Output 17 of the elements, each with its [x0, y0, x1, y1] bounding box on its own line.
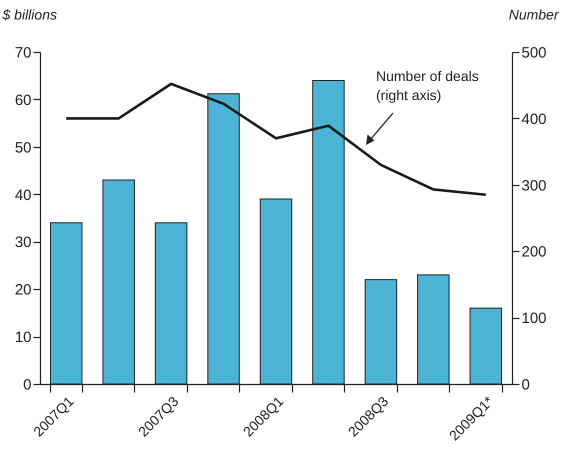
y2-tick-label: 400	[522, 110, 547, 128]
y2-axis-title: Number	[508, 6, 560, 22]
y2-tick-label: 500	[522, 44, 547, 62]
y-tick-label: 50	[14, 139, 32, 156]
y-tick-label: 10	[14, 329, 32, 346]
y2-tick-label: 0	[522, 376, 530, 394]
y-tick-label: 60	[14, 92, 32, 109]
y-tick-label: 40	[14, 186, 32, 204]
y2-tick-label: 300	[522, 177, 547, 194]
y-tick-label: 30	[14, 234, 32, 252]
y-tick-label: 0	[23, 376, 32, 394]
y2-tick-label: 200	[522, 244, 547, 261]
y-axis-title: $ billions	[2, 6, 57, 22]
y2-tick-label: 100	[522, 310, 547, 328]
y-tick-label: 20	[14, 282, 32, 299]
text: Number of deals (right axis)	[376, 68, 479, 103]
y-tick-label: 70	[14, 44, 32, 62]
